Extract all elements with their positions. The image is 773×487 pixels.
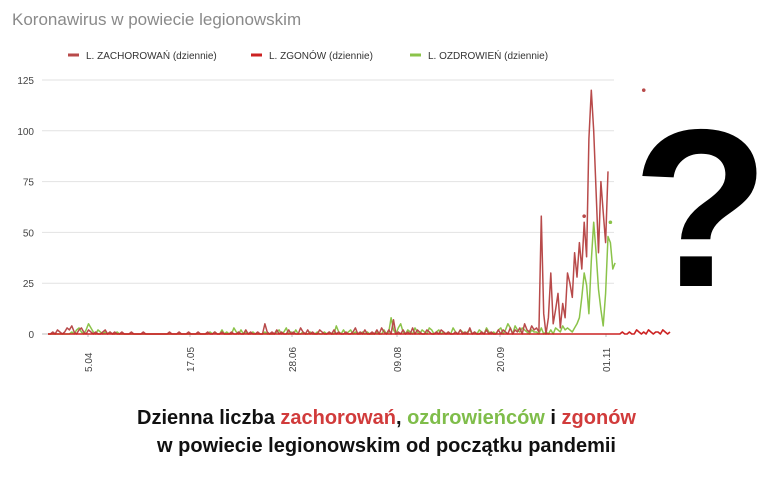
caption-line-1: Dzienna liczba zachorowań, ozdrowieńców … <box>0 404 773 432</box>
y-axis: 0 25 50 75 100 125 <box>17 76 34 341</box>
chart-title: Koronawirus w powiecie legionowskim <box>12 10 302 29</box>
legend-label-1: L. ZGONÓW (dziennie) <box>269 49 373 62</box>
caption-word-infections: zachorowań <box>280 407 396 429</box>
y-tick-label-0: 0 <box>28 330 34 341</box>
series-line-2 <box>48 221 616 335</box>
y-tick-label-100: 100 <box>17 127 34 138</box>
x-tick-label-1: 17.05 <box>186 347 197 372</box>
y-tick-label-25: 25 <box>23 279 35 290</box>
x-tick-label-2: 28.06 <box>288 347 299 372</box>
question-mark-overlay: ? <box>632 82 770 334</box>
x-tick-label-3: 09.08 <box>393 347 404 372</box>
caption: Dzienna liczba zachorowań, ozdrowieńców … <box>0 404 773 460</box>
legend-label-0: L. ZACHOROWAŃ (dziennie) <box>86 49 217 62</box>
caption-separator-1: , <box>395 407 408 429</box>
series-2-point-0 <box>608 220 613 225</box>
x-tick-label-5: 01.11 <box>602 347 613 372</box>
caption-prefix: Dzienna liczba <box>137 407 281 429</box>
caption-line-2: w powiecie legionowskim od początku pand… <box>157 435 616 457</box>
series-line-1 <box>48 329 671 335</box>
x-axis: 5.04 17.05 28.06 09.08 20.09 01.11 <box>84 334 613 372</box>
y-tick-label-50: 50 <box>23 228 35 239</box>
legend: L. ZACHOROWAŃ (dziennie) L. ZGONÓW (dzien… <box>68 49 548 62</box>
legend-label-2: L. OZDROWIEŃ (dziennie) <box>428 49 548 62</box>
series-line-0 <box>48 89 609 335</box>
series-0-point-1 <box>641 88 646 92</box>
y-tick-label-125: 125 <box>17 76 34 87</box>
caption-word-recoveries: ozdrowieńców <box>407 407 545 429</box>
caption-word-deaths: zgonów <box>561 407 636 429</box>
series-layer <box>48 88 671 335</box>
chart: L. ZACHOROWAŃ (dziennie) L. ZGONÓW (dzien… <box>17 49 671 372</box>
grid <box>42 79 614 335</box>
x-tick-label-4: 20.09 <box>496 347 507 372</box>
series-0-point-0 <box>582 214 586 218</box>
x-tick-label-0: 5.04 <box>84 352 95 372</box>
y-tick-label-75: 75 <box>23 178 35 189</box>
caption-separator-2: i <box>544 407 562 429</box>
